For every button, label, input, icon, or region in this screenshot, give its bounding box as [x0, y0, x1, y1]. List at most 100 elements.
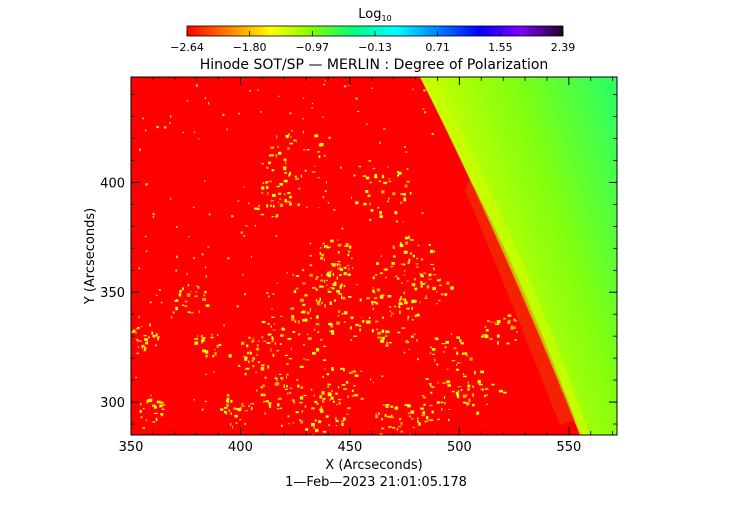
- limb-dark-streaks: [465, 180, 575, 425]
- patch-speck: [330, 270, 332, 272]
- patch-speck: [493, 321, 496, 324]
- patch-speck: [361, 317, 363, 318]
- y-axis-label: Y (Arcseconds): [83, 208, 98, 305]
- patch-speck: [276, 135, 278, 139]
- patch-speck: [341, 384, 346, 386]
- patch-speck: [267, 295, 270, 298]
- patch-speck: [184, 305, 188, 308]
- patch-speck: [276, 282, 278, 284]
- patch-speck: [321, 286, 325, 288]
- patch-speck: [375, 413, 377, 415]
- patch-speck: [366, 320, 370, 324]
- patch-speck: [408, 348, 410, 351]
- patch-speck: [271, 200, 274, 202]
- patch-speck: [303, 358, 305, 360]
- patch-speck: [315, 288, 318, 291]
- patch-speck: [425, 378, 429, 380]
- patch-speck: [401, 282, 403, 284]
- patch-speck: [318, 143, 321, 146]
- patch-speck: [336, 321, 340, 325]
- patch-speck: [456, 393, 459, 397]
- patch-speck: [142, 345, 145, 348]
- patch-speck: [362, 320, 365, 323]
- patch-speck: [242, 273, 244, 277]
- patch-speck: [344, 311, 348, 315]
- patch-speck: [202, 349, 206, 353]
- patch-speck: [354, 370, 356, 373]
- patch-speck: [331, 263, 336, 267]
- patch-speck: [226, 403, 229, 407]
- patch-speck: [265, 400, 269, 403]
- patch-speck: [324, 304, 326, 308]
- patch-speck: [193, 131, 196, 134]
- patch-speck: [280, 377, 284, 379]
- patch-speck: [318, 420, 322, 424]
- patch-speck: [408, 258, 411, 262]
- patch-speck: [498, 389, 503, 393]
- patch-speck: [337, 263, 341, 265]
- patch-speck: [428, 273, 432, 277]
- limb-band-region: [420, 77, 590, 435]
- patch-speck: [436, 303, 438, 305]
- patch-speck: [280, 315, 283, 317]
- patch-speck: [285, 134, 289, 139]
- patch-speck: [380, 255, 382, 258]
- patch-speck: [348, 267, 350, 271]
- patch-speck: [407, 404, 411, 408]
- patch-speck: [487, 320, 490, 323]
- patch-speck: [248, 360, 250, 364]
- patch-speck: [301, 410, 303, 413]
- patch-speck: [321, 253, 325, 257]
- patch-speck: [239, 366, 241, 367]
- patch-speck: [331, 369, 334, 372]
- patch-speck: [404, 404, 409, 406]
- patch-speck: [482, 334, 486, 337]
- patch-speck: [309, 317, 312, 320]
- patch-speck: [375, 328, 379, 331]
- patch-speck: [403, 197, 406, 201]
- patch-speck: [306, 206, 308, 208]
- patch-speck: [513, 318, 516, 321]
- patch-speck: [324, 190, 327, 193]
- patch-speck: [460, 342, 464, 345]
- patch-speck: [182, 131, 184, 133]
- patch-speck: [337, 239, 339, 241]
- patch-speck: [187, 311, 191, 314]
- patch-speck: [288, 358, 293, 360]
- patch-speck: [152, 334, 156, 338]
- patch-speck: [182, 287, 184, 289]
- patch-speck: [279, 373, 282, 375]
- patch-speck: [145, 341, 149, 345]
- patch-speck: [484, 394, 486, 398]
- patch-speck: [175, 306, 178, 311]
- patch-speck: [319, 251, 322, 255]
- patch-speck: [388, 197, 390, 200]
- patch-speck: [412, 426, 415, 429]
- patch-speck: [274, 383, 276, 386]
- patch-speck: [299, 418, 301, 422]
- patch-speck: [329, 330, 332, 332]
- patch-speck: [144, 235, 147, 238]
- patch-speck: [299, 401, 303, 404]
- patch-speck: [497, 334, 500, 338]
- patch-speck: [228, 354, 232, 358]
- patch-speck: [486, 403, 488, 405]
- patch-speck: [320, 338, 323, 341]
- patch-speck: [444, 346, 447, 349]
- patch-speck: [311, 171, 316, 173]
- patch-speck: [347, 395, 349, 398]
- patch-speck: [226, 128, 228, 131]
- patch-speck: [279, 183, 283, 186]
- patch-speck: [373, 301, 377, 303]
- patch-speck: [335, 417, 337, 420]
- patch-speck: [170, 316, 173, 319]
- patch-speck: [440, 293, 444, 296]
- patch-speck: [338, 402, 341, 405]
- patch-speck: [400, 430, 404, 433]
- patch-speck: [304, 294, 308, 297]
- patch-speck: [257, 340, 260, 342]
- patch-speck: [281, 379, 284, 381]
- patch-speck: [357, 110, 360, 112]
- patch-speck: [421, 395, 425, 397]
- patch-speck: [323, 258, 325, 261]
